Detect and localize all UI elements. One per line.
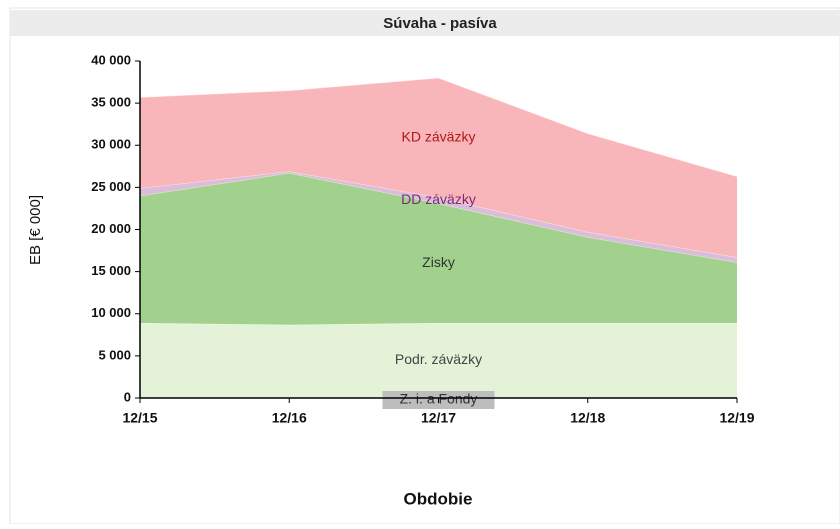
plot bbox=[139, 77, 738, 398]
y-tick-label: 20 000 bbox=[91, 221, 131, 236]
x-tick-label: 12/18 bbox=[570, 410, 605, 426]
series-label: DD záväzky bbox=[401, 191, 476, 207]
title-bar bbox=[10, 10, 840, 36]
area bbox=[140, 323, 737, 398]
y-tick-label: 5 000 bbox=[98, 347, 131, 362]
x-tick-label: 12/15 bbox=[122, 410, 157, 426]
y-tick-label: 10 000 bbox=[91, 305, 131, 320]
series-label: Podr. záväzky bbox=[395, 351, 482, 367]
area-edge bbox=[139, 172, 738, 263]
y-tick-label: 0 bbox=[124, 389, 131, 404]
chart-title: Súvaha - pasíva bbox=[383, 15, 497, 32]
x-tick-label: 12/19 bbox=[719, 410, 754, 426]
y-tick-label: 15 000 bbox=[91, 263, 131, 278]
series-label: KD záväzky bbox=[402, 128, 476, 144]
area bbox=[140, 77, 737, 258]
x-tick-label: 12/17 bbox=[421, 410, 456, 426]
y-tick-label: 25 000 bbox=[91, 179, 131, 194]
area-edge bbox=[139, 77, 738, 177]
series-label: Zisky bbox=[422, 254, 455, 270]
area bbox=[140, 173, 737, 325]
x-axis-label: Obdobie bbox=[404, 489, 473, 508]
y-tick-label: 30 000 bbox=[91, 137, 131, 152]
y-axis-label: EB [€ 000] bbox=[27, 195, 44, 265]
y-tick-label: 35 000 bbox=[91, 95, 131, 110]
x-tick-label: 12/16 bbox=[272, 410, 307, 426]
y-tick-label: 40 000 bbox=[91, 52, 131, 67]
